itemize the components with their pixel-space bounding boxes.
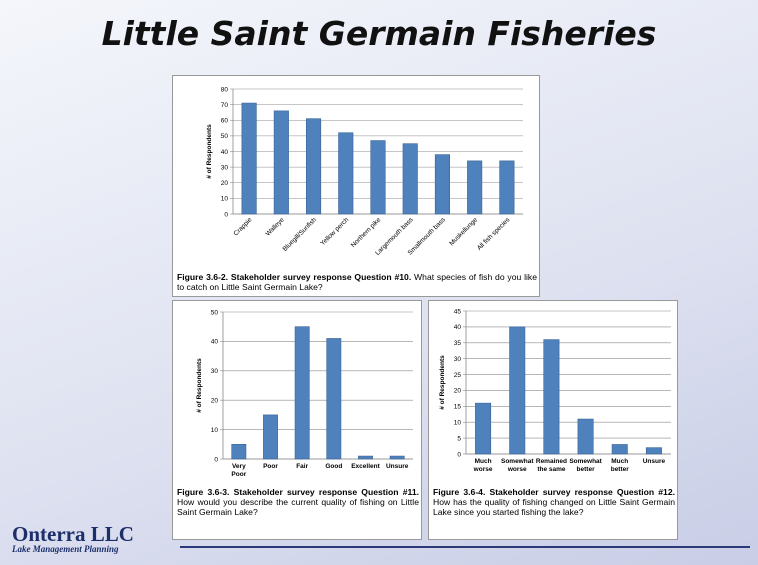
- y-tick-label: 50: [221, 133, 229, 140]
- x-tick-label: Fair: [296, 463, 308, 470]
- x-tick-label: All fish species: [476, 216, 512, 252]
- x-tick-label: Remained the same: [536, 458, 567, 473]
- bar: [402, 143, 418, 215]
- x-tick-label: Very Poor: [231, 463, 246, 478]
- y-tick-label: 20: [221, 180, 229, 187]
- bar: [645, 447, 662, 455]
- bar: [389, 455, 405, 460]
- y-tick-label: 20: [454, 388, 462, 395]
- x-tick-label: Unsure: [643, 458, 666, 465]
- logo-tagline: Lake Management Planning: [12, 544, 119, 554]
- chart: 0 10 20 30 40 50 60 70 80 # of Respondents Crappie…: [206, 86, 523, 257]
- slide-title: Little Saint Germain Fisheries: [101, 14, 657, 53]
- y-tick-label: 5: [457, 435, 461, 442]
- y-tick-label: 40: [221, 149, 229, 156]
- y-tick-label: 30: [454, 356, 462, 363]
- bar: [543, 339, 560, 455]
- y-tick-label: 0: [224, 211, 228, 218]
- bar: [294, 326, 310, 460]
- bar: [611, 444, 628, 455]
- y-axis-label: # of Respondents: [196, 358, 203, 413]
- y-tick-label: 60: [221, 118, 229, 125]
- logo-name: Onterra LLC: [12, 522, 134, 546]
- bar: [231, 444, 247, 460]
- chart: 0 10 20 30 40 50 # of Respondents Very Poor Poor F…: [196, 309, 413, 478]
- x-tick-label: Northern pike: [350, 216, 383, 249]
- y-tick-label: 30: [211, 368, 219, 375]
- bar: [467, 160, 483, 215]
- caption-text: How has the quality of fishing changed o…: [433, 497, 675, 517]
- x-tick-label: Somewhat worse: [501, 458, 534, 473]
- caption-text: What species of fish do you like to catc…: [177, 272, 537, 292]
- chart-panel: 0 5 10 15 20 25 30 35 40 45 # of Respondents Much wo…: [428, 300, 678, 540]
- figure-caption: Figure 3.6-2. Stakeholder survey respons…: [177, 272, 537, 292]
- bar: [577, 418, 594, 455]
- bar: [241, 102, 257, 215]
- x-tick-label: Excellent: [351, 463, 380, 470]
- y-tick-label: 15: [454, 404, 462, 411]
- y-tick-label: 25: [454, 372, 462, 379]
- bar: [326, 338, 342, 460]
- bar: [306, 118, 322, 215]
- y-tick-label: 10: [221, 196, 229, 203]
- caption-text: How would you describe the current quali…: [177, 497, 419, 517]
- x-tick-label: Muskellunge: [448, 216, 479, 247]
- x-tick-label: Somewhat better: [569, 458, 602, 473]
- y-tick-label: 20: [211, 398, 219, 405]
- bar: [499, 160, 515, 215]
- chart-panel: 0 10 20 30 40 50 # of Respondents Very Poor Poor F…: [172, 300, 422, 540]
- figure-caption: Figure 3.6-3. Stakeholder survey respons…: [177, 487, 419, 517]
- y-tick-label: 50: [211, 309, 219, 316]
- x-tick-label: Poor: [263, 463, 278, 470]
- y-tick-label: 40: [211, 339, 219, 346]
- y-axis-label: # of Respondents: [206, 124, 213, 179]
- figure-caption: Figure 3.6-4. Stakeholder survey respons…: [433, 487, 675, 517]
- y-tick-label: 0: [214, 456, 218, 463]
- logo: Onterra LLC Lake Management Planning: [12, 522, 134, 554]
- y-tick-label: 10: [454, 420, 462, 427]
- y-tick-label: 80: [221, 86, 229, 93]
- y-tick-label: 45: [454, 308, 462, 315]
- bar: [263, 414, 278, 460]
- bar: [370, 140, 386, 215]
- caption-label: Figure 3.6-4. Stakeholder survey respons…: [433, 487, 675, 497]
- y-tick-label: 35: [454, 340, 462, 347]
- x-tick-label: Unsure: [386, 463, 409, 470]
- x-tick-label: Much better: [611, 458, 630, 473]
- bar: [273, 110, 289, 215]
- x-tick-label: Good: [325, 463, 342, 470]
- x-tick-label: Bluegill/Sunfish: [282, 216, 319, 253]
- y-tick-label: 10: [211, 427, 219, 434]
- bar: [475, 402, 492, 455]
- bar: [338, 132, 354, 215]
- x-tick-label: Much worse: [473, 458, 493, 473]
- y-tick-label: 30: [221, 164, 229, 171]
- divider: [180, 546, 750, 548]
- chart-panel: 0 10 20 30 40 50 60 70 80 # of Respondents Crappie…: [172, 75, 540, 297]
- caption-label: Figure 3.6-3. Stakeholder survey respons…: [177, 487, 419, 497]
- bar: [358, 455, 373, 460]
- y-axis-label: # of Respondents: [439, 355, 446, 410]
- y-tick-label: 70: [221, 102, 229, 109]
- caption-label: Figure 3.6-2. Stakeholder survey respons…: [177, 272, 412, 282]
- bar: [509, 326, 526, 455]
- bar: [434, 154, 450, 215]
- x-tick-label: Yellow perch: [319, 216, 350, 247]
- y-tick-label: 0: [457, 451, 461, 458]
- x-tick-label: Walleye: [265, 216, 286, 237]
- y-tick-label: 40: [454, 324, 462, 331]
- x-tick-label: Crappie: [232, 216, 253, 237]
- chart: 0 5 10 15 20 25 30 35 40 45 # of Respondents Much wo…: [439, 308, 671, 473]
